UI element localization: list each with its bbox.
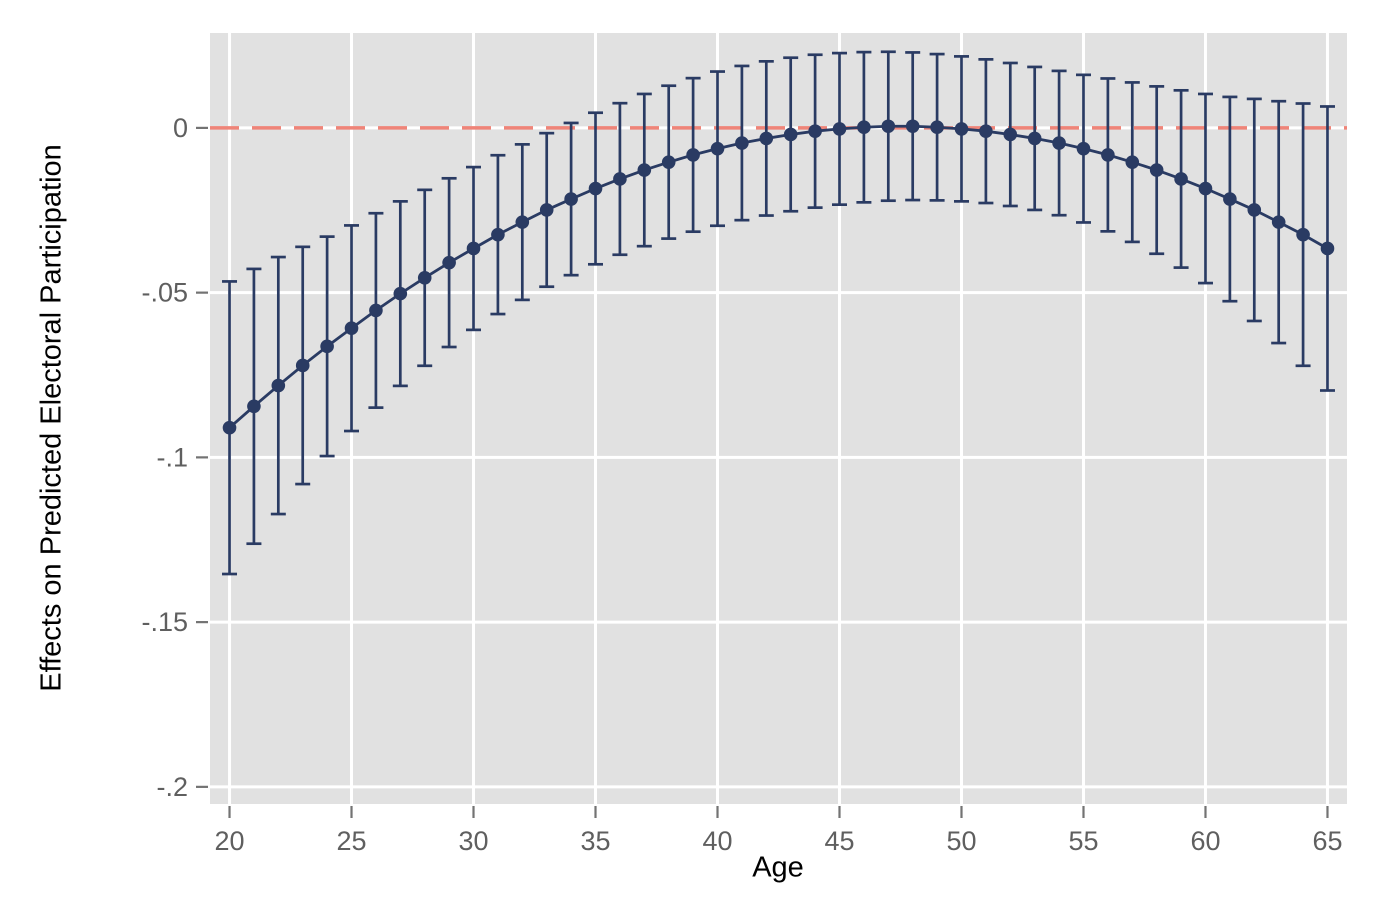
data-point: [954, 122, 969, 136]
y-tick-label: -.2: [156, 772, 188, 802]
data-point: [344, 321, 359, 336]
y-tick-label: -.15: [141, 607, 188, 637]
data-point: [759, 131, 774, 146]
data-point: [1271, 215, 1286, 229]
data-point: [515, 215, 530, 229]
data-point: [588, 181, 603, 196]
data-point: [1198, 181, 1213, 196]
data-point: [857, 120, 871, 135]
x-tick-label: 45: [824, 826, 854, 856]
data-point: [271, 378, 286, 393]
x-tick-label: 35: [580, 826, 610, 856]
x-tick-label: 20: [214, 826, 244, 856]
x-tick-label: 60: [1190, 826, 1220, 856]
data-point: [881, 119, 896, 134]
data-point: [637, 163, 652, 177]
x-axis-title: Age: [752, 851, 804, 884]
data-point: [1076, 141, 1091, 156]
data-point: [832, 122, 847, 136]
data-point: [1101, 148, 1115, 162]
data-point: [466, 241, 481, 256]
data-point: [905, 119, 920, 134]
data-point: [564, 192, 578, 206]
x-tick-label: 55: [1068, 826, 1098, 856]
data-point: [1296, 227, 1310, 242]
data-point: [686, 148, 700, 162]
x-tick-label: 25: [336, 826, 366, 856]
data-point: [491, 227, 505, 242]
data-point: [1247, 203, 1262, 217]
data-point: [783, 127, 798, 142]
data-point: [1320, 241, 1335, 256]
x-tick-label: 40: [702, 826, 732, 856]
data-point: [1223, 192, 1237, 206]
data-point: [1149, 163, 1164, 177]
data-point: [1027, 131, 1042, 146]
plot-panel: [210, 33, 1347, 804]
data-point: [369, 303, 383, 318]
data-point: [613, 172, 627, 186]
series-line: [228, 124, 1329, 429]
data-point: [247, 399, 261, 414]
data-point: [393, 286, 408, 301]
data-point: [979, 124, 993, 138]
data-point: [539, 203, 554, 217]
data-point: [1125, 155, 1140, 169]
data-point: [442, 255, 456, 270]
y-tick-label: -.05: [141, 278, 188, 308]
data-point: [735, 136, 749, 150]
y-tick-label: 0: [173, 113, 188, 143]
data-point: [930, 120, 944, 135]
data-point: [295, 358, 310, 373]
data-point: [710, 141, 725, 156]
x-tick-label: 65: [1312, 826, 1342, 856]
y-tick-label: -.1: [156, 442, 188, 472]
data-point: [417, 271, 432, 285]
data-point: [808, 124, 822, 138]
x-tick-label: 30: [458, 826, 488, 856]
data-point: [1052, 136, 1066, 150]
data-point: [320, 339, 334, 354]
data-point: [1003, 127, 1018, 142]
data-point: [661, 155, 676, 169]
y-axis-title: Effects on Predicted Electoral Participa…: [35, 144, 68, 692]
data-point: [1174, 172, 1188, 186]
data-point: [222, 420, 237, 435]
x-tick-label: 50: [946, 826, 976, 856]
